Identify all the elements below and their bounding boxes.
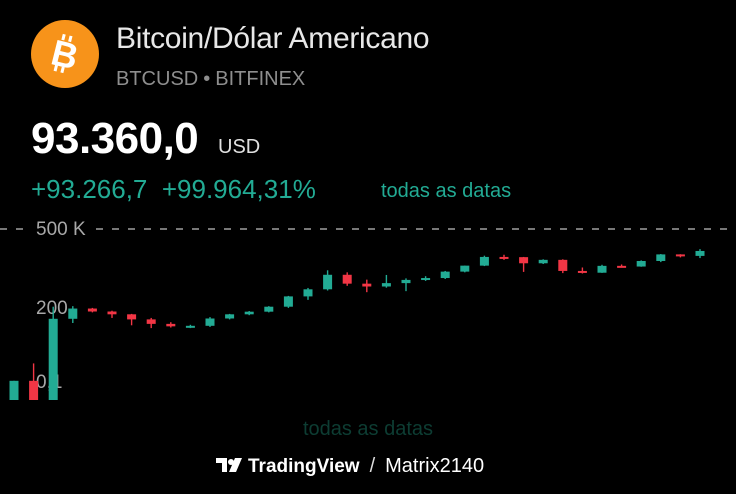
y-tick-label: 200	[36, 298, 68, 319]
candle	[519, 256, 529, 272]
candle	[48, 306, 58, 400]
separator-dot: •	[203, 68, 211, 90]
candle	[323, 270, 333, 291]
candle-body	[87, 308, 97, 312]
instrument-title: Bitcoin/Dólar Americano	[116, 22, 430, 55]
candle	[87, 307, 97, 313]
candle	[421, 276, 431, 281]
candle	[558, 259, 568, 274]
candle-body	[146, 319, 156, 324]
candle	[127, 313, 137, 326]
candle	[166, 322, 176, 328]
candle	[675, 254, 685, 258]
credit-separator: /	[369, 455, 376, 477]
candle	[695, 249, 705, 259]
candle-body	[225, 314, 235, 319]
candle-body	[166, 323, 176, 327]
candle-body	[538, 259, 548, 264]
change-percent: +99.964,31%	[161, 174, 316, 204]
price-change: +93.266,7 +99.964,31%	[31, 174, 316, 205]
candle-body	[264, 306, 274, 312]
candle-body	[440, 271, 450, 279]
candle-body	[362, 283, 372, 287]
candle-body	[675, 254, 685, 257]
footer-range-label: todas as datas	[302, 418, 434, 440]
candle	[205, 317, 215, 327]
candle-body	[519, 257, 529, 264]
candle-body	[107, 311, 117, 315]
change-absolute: +93.266,7	[31, 174, 148, 204]
candle-body	[577, 270, 587, 273]
candle	[264, 306, 274, 313]
range-label: todas as datas	[381, 180, 512, 202]
candle-body	[597, 265, 607, 273]
candle	[440, 270, 450, 279]
candle	[68, 306, 78, 324]
candle-body	[636, 260, 646, 267]
price-chart[interactable]: 500 K2000,1	[0, 210, 736, 400]
candle-body	[127, 314, 137, 320]
candle-body	[421, 278, 431, 281]
candle-body	[205, 318, 215, 326]
candle	[401, 278, 411, 292]
candle	[9, 380, 19, 400]
symbol-label: BTCUSD	[116, 68, 199, 90]
candle	[303, 287, 313, 300]
candle	[597, 264, 607, 273]
candle-body	[401, 279, 411, 284]
y-tick-background	[30, 294, 68, 318]
currency-label: USD	[218, 136, 261, 158]
candle-body	[460, 265, 470, 272]
candle	[636, 260, 646, 267]
y-tick-background	[30, 215, 88, 239]
svg-text:B: B	[48, 33, 82, 75]
candle	[460, 265, 470, 273]
exchange-label: BITFINEX	[215, 68, 306, 90]
candle-body	[342, 274, 352, 284]
candle-body	[558, 259, 568, 271]
bitcoin-logo: B	[31, 20, 99, 88]
candle-body	[499, 256, 509, 259]
candle	[244, 311, 254, 316]
candle-body	[695, 250, 705, 256]
candle	[499, 254, 509, 260]
candle-body	[323, 274, 333, 290]
instrument-subline: BTCUSD • BITFINEX	[116, 68, 305, 91]
last-price: 93.360,0	[31, 114, 199, 163]
candle	[225, 313, 235, 320]
credit-line: TradingView / Matrix2140	[216, 455, 484, 478]
candle-body	[617, 265, 627, 268]
candle	[656, 254, 666, 263]
tradingview-logo-icon	[216, 455, 242, 478]
candle	[577, 267, 587, 274]
y-tick-label: 500 K	[36, 219, 86, 240]
candle	[146, 317, 156, 329]
candle	[381, 274, 391, 288]
candle	[617, 264, 627, 268]
candle-body	[9, 380, 19, 400]
bitcoin-icon: B	[48, 33, 82, 75]
candle	[29, 363, 39, 400]
candle-body	[479, 256, 489, 266]
candle-body	[185, 325, 195, 328]
candle-body	[283, 296, 293, 307]
candle-body	[303, 289, 313, 297]
candle	[479, 255, 489, 267]
candle	[283, 295, 293, 308]
candle-body	[656, 254, 666, 261]
candle	[185, 324, 195, 329]
author-name: Matrix2140	[385, 455, 485, 477]
candle	[342, 272, 352, 286]
tradingview-brand: TradingView	[248, 455, 360, 477]
candle-body	[29, 380, 39, 400]
candle-body	[244, 311, 254, 315]
candle-body	[68, 308, 78, 319]
candle-body	[381, 283, 391, 287]
candle	[107, 310, 117, 318]
candle	[538, 259, 548, 265]
candle-body	[48, 318, 58, 400]
candle	[362, 279, 372, 293]
